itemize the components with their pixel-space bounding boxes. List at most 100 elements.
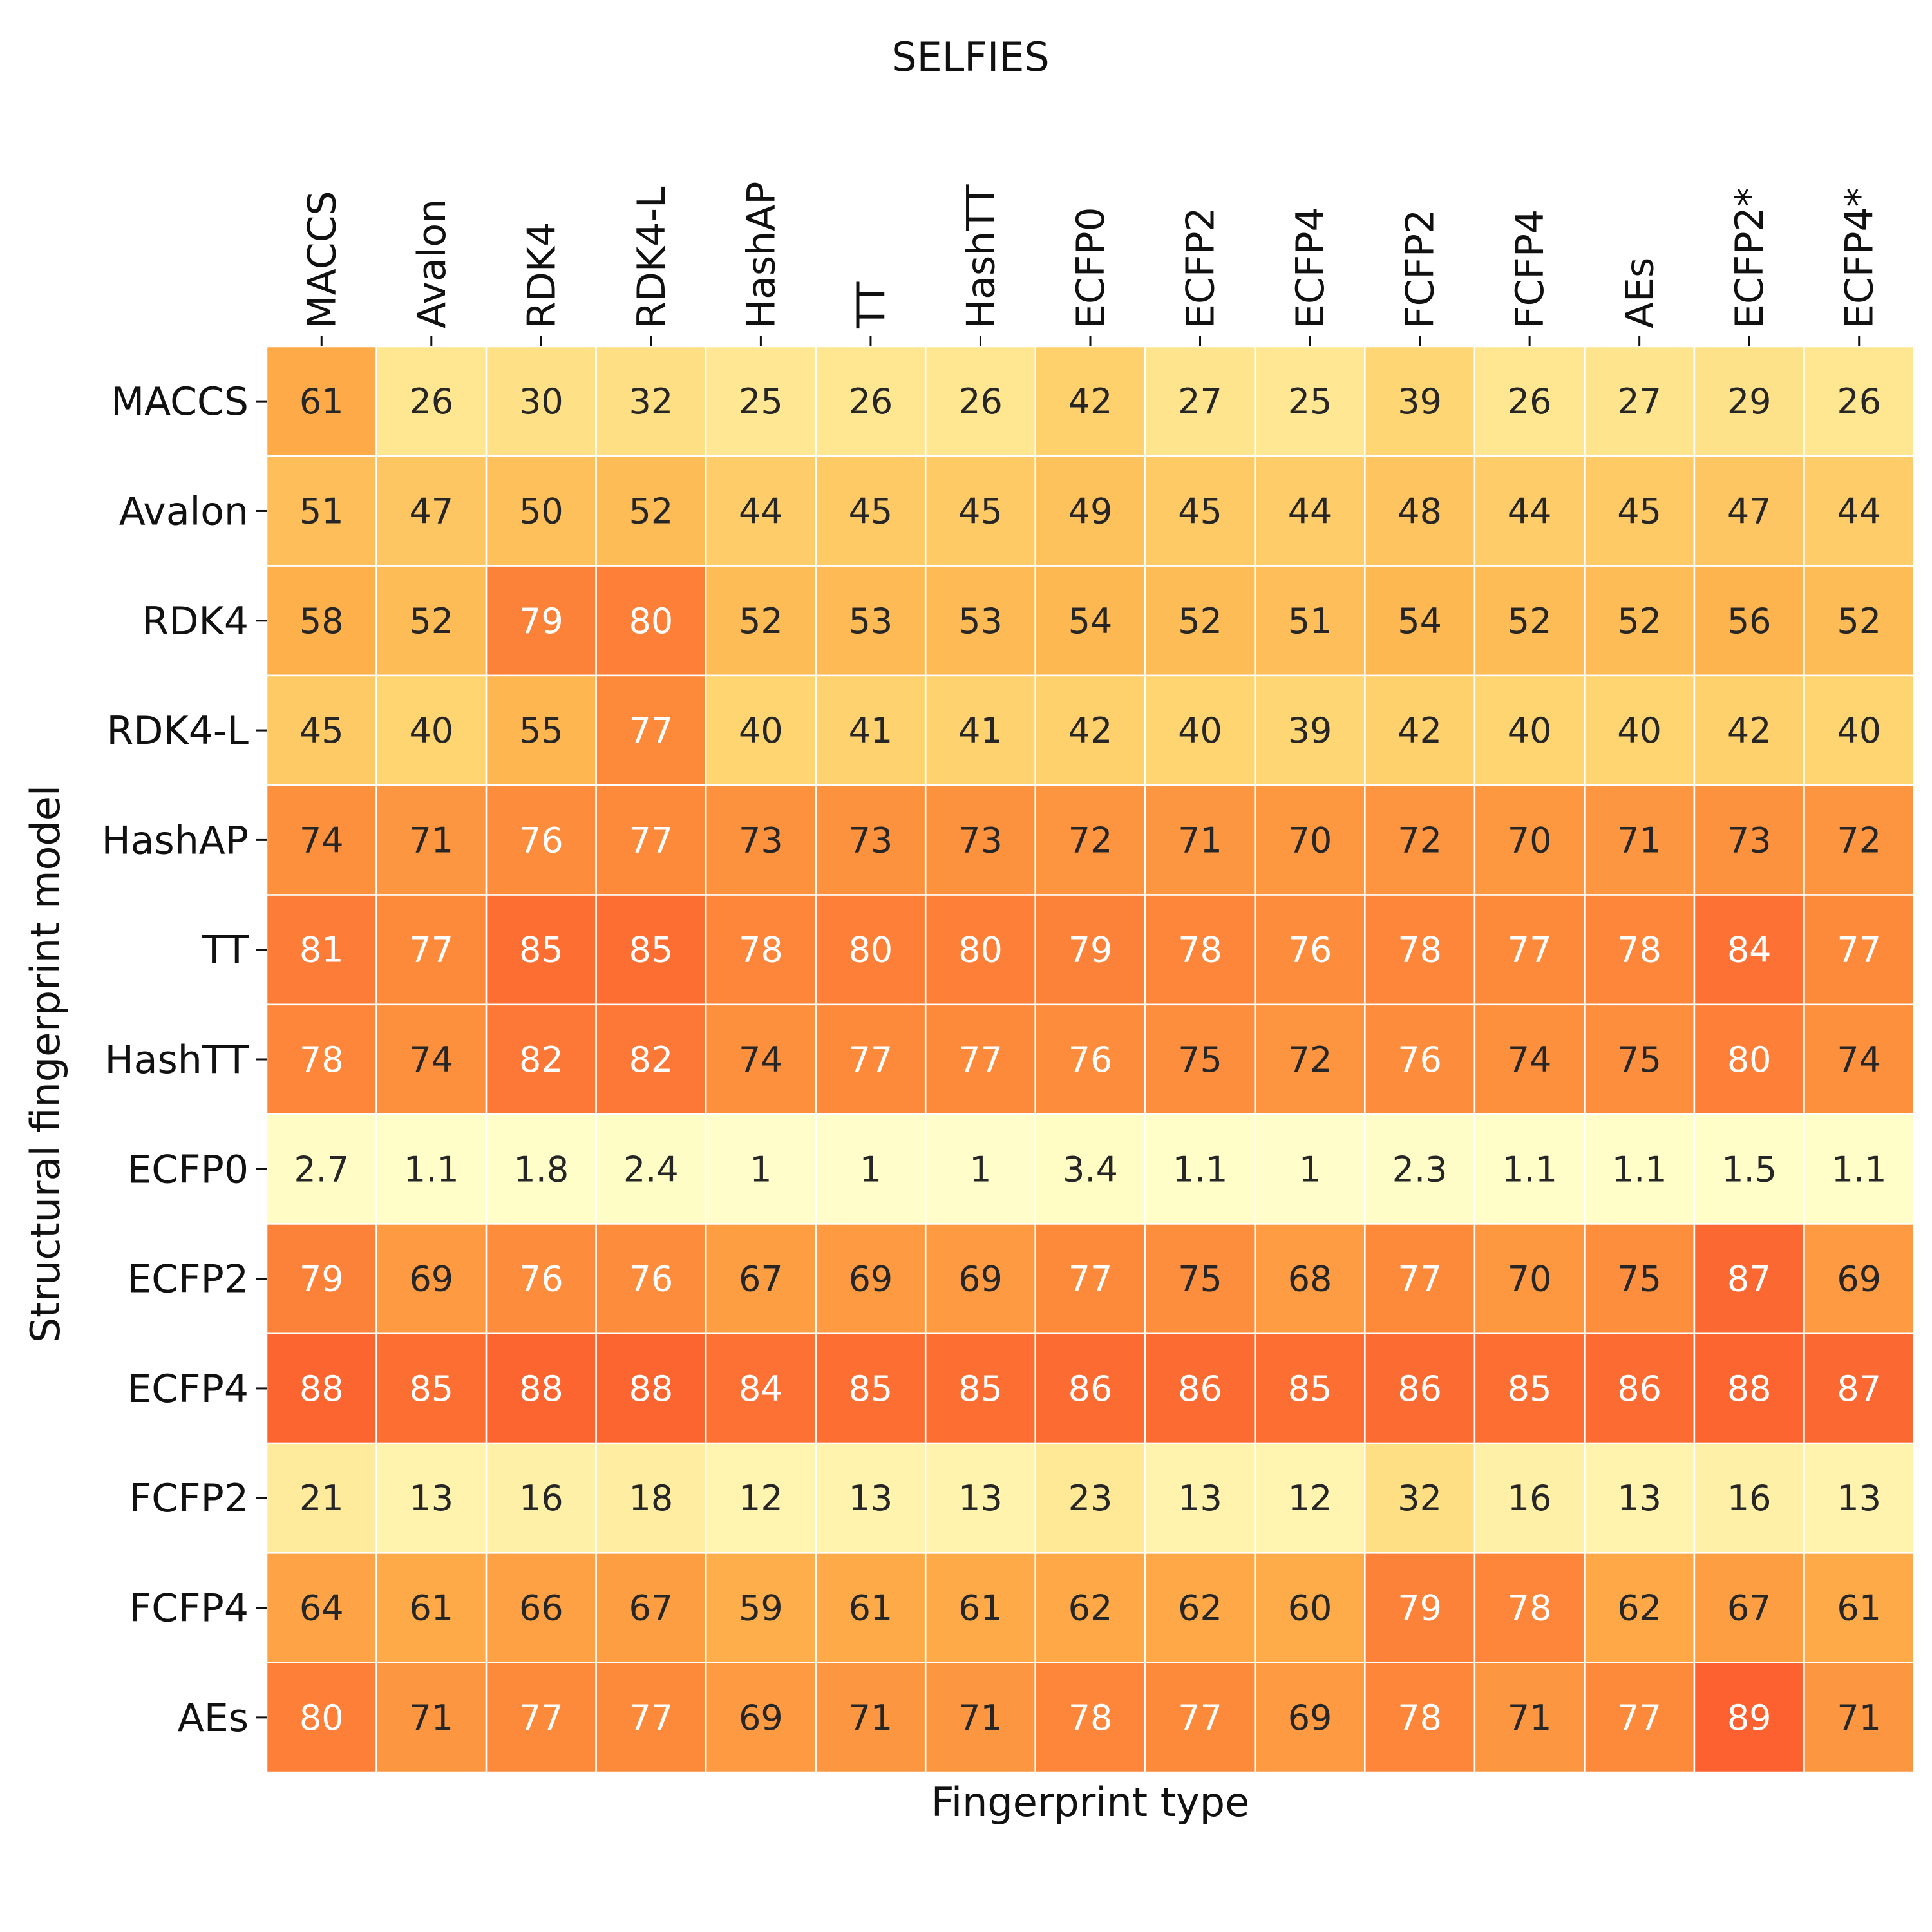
cell-value-label: 54 [1397, 601, 1442, 641]
cell-value-label: 77 [629, 1698, 674, 1738]
y-tick-label: FCFP4 [129, 1586, 249, 1631]
cell-value-label: 61 [299, 381, 344, 422]
cell-value-label: 86 [1068, 1368, 1113, 1409]
x-tick-label: HashAP [739, 182, 784, 328]
heatmap-cell [1254, 345, 1366, 457]
cell-value-label: 69 [739, 1698, 783, 1738]
x-tick-label: ECFP4* [1837, 187, 1882, 328]
cell-value-label: 70 [1288, 820, 1332, 860]
cell-value-label: 77 [1837, 930, 1881, 971]
heatmap-cell [265, 894, 377, 1006]
cell-value-label: 87 [1727, 1259, 1772, 1300]
cell-value-label: 32 [629, 381, 674, 422]
cell-value-label: 73 [958, 820, 1003, 860]
heatmap-cell [1473, 1332, 1586, 1444]
heatmap-cells: 61 26 30 32 25 26 26 42 27 25 39 26 27 29 26 51 47 50 52 44… [265, 345, 1915, 1774]
heatmap-cell [815, 674, 927, 786]
cell-value-label: 40 [1508, 710, 1552, 751]
chart-title: SELFIES [891, 33, 1050, 80]
heatmap-cell [1693, 784, 1805, 896]
cell-value-label: 85 [1508, 1368, 1552, 1409]
heatmap-cell [1144, 894, 1256, 1006]
cell-value-label: 88 [299, 1368, 344, 1409]
cell-value-label: 74 [739, 1039, 783, 1080]
cell-value-label: 87 [1837, 1368, 1881, 1409]
cell-value-label: 68 [1288, 1259, 1332, 1300]
heatmap-cell [1584, 784, 1696, 896]
heatmap-cell [924, 1662, 1036, 1774]
heatmap-cell [1144, 1662, 1256, 1774]
heatmap-cell [485, 1332, 597, 1444]
cell-value-label: 16 [519, 1478, 564, 1519]
cell-value-label: 13 [958, 1478, 1003, 1519]
heatmap-cell [1254, 784, 1366, 896]
cell-value-label: 32 [1397, 1478, 1442, 1519]
cell-value-label: 77 [1178, 1698, 1222, 1738]
heatmap-cell [1034, 1113, 1146, 1225]
cell-value-label: 52 [1617, 601, 1662, 641]
cell-value-label: 79 [519, 601, 564, 641]
cell-value-label: 76 [1288, 930, 1332, 971]
heatmap-cell [924, 1332, 1036, 1444]
heatmap-cell [1034, 1442, 1146, 1554]
cell-value-label: 75 [1617, 1259, 1662, 1300]
heatmap-cell [1364, 1442, 1476, 1554]
cell-value-label: 44 [739, 491, 783, 531]
y-tick-label: RDK4 [142, 599, 249, 644]
cell-value-label: 1 [750, 1149, 772, 1189]
heatmap-cell [1473, 784, 1586, 896]
heatmap-cell [485, 455, 597, 567]
cell-value-label: 71 [1178, 820, 1222, 860]
cell-value-label: 58 [299, 601, 344, 641]
cell-value-label: 75 [1617, 1039, 1662, 1080]
cell-value-label: 77 [629, 710, 674, 751]
cell-value-label: 49 [1068, 491, 1113, 531]
heatmap-cell [1254, 674, 1366, 786]
heatmap-cell [265, 345, 377, 457]
cell-value-label: 88 [519, 1368, 564, 1409]
cell-value-label: 26 [1508, 381, 1552, 422]
heatmap-cell [1364, 1113, 1476, 1225]
cell-value-label: 27 [1617, 381, 1662, 422]
cell-value-label: 39 [1397, 381, 1442, 422]
heatmap-cell [1473, 1003, 1586, 1115]
heatmap-cell [705, 1442, 817, 1554]
cell-value-label: 1.1 [1612, 1149, 1667, 1189]
cell-value-label: 45 [849, 491, 893, 531]
cell-value-label: 50 [519, 491, 564, 531]
cell-value-label: 80 [849, 930, 893, 971]
x-tick-label: FCFP2 [1398, 209, 1443, 328]
heatmap-cell [1584, 1003, 1696, 1115]
cell-value-label: 54 [1068, 601, 1113, 641]
x-axis-label: Fingerprint type [931, 1779, 1250, 1826]
heatmap-cell [1803, 1003, 1915, 1115]
cell-value-label: 84 [739, 1368, 783, 1409]
y-tick-label: HashTT [105, 1037, 249, 1083]
heatmap-cell [375, 345, 488, 457]
heatmap-cell [1034, 455, 1146, 567]
heatmap-cell [1473, 1442, 1586, 1554]
cell-value-label: 70 [1508, 820, 1552, 860]
heatmap-cell [1693, 1003, 1805, 1115]
heatmap-cell [375, 1552, 488, 1663]
cell-value-label: 78 [1397, 930, 1442, 971]
cell-value-label: 42 [1068, 710, 1113, 751]
cell-value-label: 21 [299, 1478, 344, 1519]
cell-value-label: 1.5 [1721, 1149, 1777, 1189]
cell-value-label: 69 [409, 1259, 453, 1300]
heatmap-cell [815, 345, 927, 457]
cell-value-label: 13 [409, 1478, 453, 1519]
cell-value-label: 77 [1617, 1698, 1662, 1738]
cell-value-label: 85 [958, 1368, 1003, 1409]
heatmap-cell [265, 1662, 377, 1774]
cell-value-label: 42 [1397, 710, 1442, 751]
heatmap-cell [1803, 345, 1915, 457]
cell-value-label: 2.3 [1392, 1149, 1448, 1189]
heatmap-cell [815, 784, 927, 896]
heatmap-cell [1584, 894, 1696, 1006]
tick-marks [256, 336, 1861, 1719]
heatmap-cell [1034, 345, 1146, 457]
cell-value-label: 44 [1288, 491, 1332, 531]
heatmap-cell [1803, 1442, 1915, 1554]
heatmap-cell [1693, 1442, 1805, 1554]
